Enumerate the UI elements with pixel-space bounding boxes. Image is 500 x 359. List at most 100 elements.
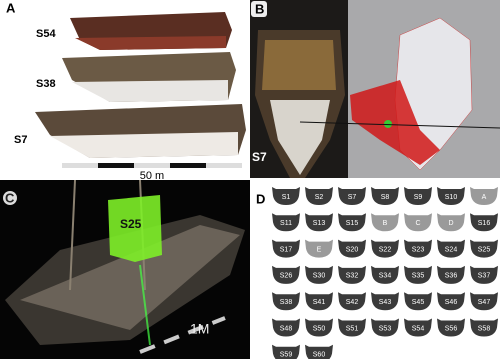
- section-label: S30: [313, 273, 326, 280]
- ship-label: S54: [36, 28, 56, 40]
- panel-c: C S25 1M: [0, 179, 250, 359]
- section-icon: [404, 213, 432, 232]
- hull-s7: [50, 132, 238, 158]
- label-badge: [3, 191, 17, 205]
- section-label: S54: [412, 325, 425, 332]
- label-box: [251, 1, 267, 17]
- section-icon: [338, 265, 366, 284]
- section-icon: [404, 265, 432, 284]
- scale-bar: [62, 163, 242, 168]
- section-label: S23: [412, 246, 425, 253]
- section-label: S22: [379, 246, 392, 253]
- section-label: S8: [381, 194, 390, 201]
- section-icon: [338, 239, 366, 258]
- panel-label: A: [6, 0, 16, 15]
- section-icon: [470, 318, 498, 337]
- section-icon: [371, 292, 399, 311]
- section-label: S25: [120, 217, 142, 231]
- section-plane: [108, 195, 162, 262]
- section-label: S7: [348, 194, 357, 201]
- section-icon: [437, 213, 465, 232]
- scale-bar-segment: [170, 163, 206, 168]
- panel-a: A S54 S38 S7 50 m: [6, 0, 246, 182]
- section-label: S38: [280, 299, 293, 306]
- scale-label: 1M: [190, 321, 209, 337]
- scale-bar-segment: [98, 163, 134, 168]
- panel-label: D: [256, 191, 265, 206]
- section-label: S25: [478, 246, 491, 253]
- section-label: S46: [445, 299, 458, 306]
- section-label: E: [317, 246, 322, 253]
- section-label: S36: [445, 273, 458, 280]
- section-label: S60: [313, 352, 326, 359]
- panel-label: C: [5, 190, 15, 205]
- section-label: S13: [313, 220, 326, 227]
- section-label: S56: [445, 325, 458, 332]
- section-label: S16: [478, 220, 491, 227]
- section-line: [139, 264, 151, 346]
- section-icon: [437, 239, 465, 258]
- section-icon: [470, 265, 498, 284]
- section-icon: [470, 187, 498, 205]
- section-label: S9: [414, 194, 423, 201]
- section-label: S32: [346, 273, 359, 280]
- section-icon: [305, 292, 333, 311]
- section-icon: [470, 239, 498, 258]
- section-icon: [470, 213, 498, 232]
- section-label: S35: [412, 273, 425, 280]
- section-icon: [437, 265, 465, 284]
- section-icon: [272, 239, 300, 258]
- section-label: S47: [478, 299, 491, 306]
- marker: [384, 120, 392, 128]
- section-icon: [305, 265, 333, 284]
- section-icon: [404, 292, 432, 311]
- section-icon: [470, 292, 498, 311]
- section-icon: [305, 239, 333, 258]
- section-label: S41: [313, 299, 326, 306]
- section-icon: [338, 213, 366, 232]
- section-highlight: [350, 80, 440, 165]
- section-label: C: [415, 220, 420, 227]
- section-label: S2: [315, 194, 324, 201]
- section-label: S1: [282, 194, 291, 201]
- hull-s38: [72, 80, 228, 102]
- section-label: S11: [280, 220, 292, 227]
- section-icon: [272, 344, 300, 359]
- section-icon: [272, 213, 300, 232]
- section-icon: [437, 292, 465, 311]
- section-label: S10: [445, 194, 458, 201]
- section-label: S59: [280, 352, 293, 359]
- section-label: S17: [280, 246, 293, 253]
- section-label: S58: [478, 325, 491, 332]
- section-icon: [305, 344, 333, 359]
- section-icon: [305, 318, 333, 337]
- section-icon: [371, 239, 399, 258]
- section-label: S42: [346, 299, 359, 306]
- section-icon: [404, 318, 432, 337]
- section-icon: [272, 265, 300, 284]
- panel-b: B S7: [250, 0, 500, 178]
- section-label: S48: [280, 325, 293, 332]
- section-label: B: [383, 220, 388, 227]
- section-icon: [371, 265, 399, 284]
- section-icon: [338, 318, 366, 337]
- section-label: S51: [346, 325, 359, 332]
- hull-s54: [75, 36, 226, 50]
- section-label: S45: [412, 299, 425, 306]
- section-icon: [305, 187, 333, 205]
- section-icon: [272, 187, 300, 205]
- section-icon: [371, 187, 399, 205]
- section-icon: [305, 213, 333, 232]
- section-label: S24: [445, 246, 458, 253]
- section-label: S50: [313, 325, 326, 332]
- section-label: D: [448, 220, 453, 227]
- ship-label: S7: [14, 134, 27, 146]
- section-label: S37: [478, 273, 491, 280]
- axis-line: [299, 121, 500, 129]
- section-icon: [437, 318, 465, 337]
- section-icon: [338, 292, 366, 311]
- section-icon: [338, 187, 366, 205]
- scale-label: 50 m: [140, 170, 164, 182]
- section-icon: [272, 292, 300, 311]
